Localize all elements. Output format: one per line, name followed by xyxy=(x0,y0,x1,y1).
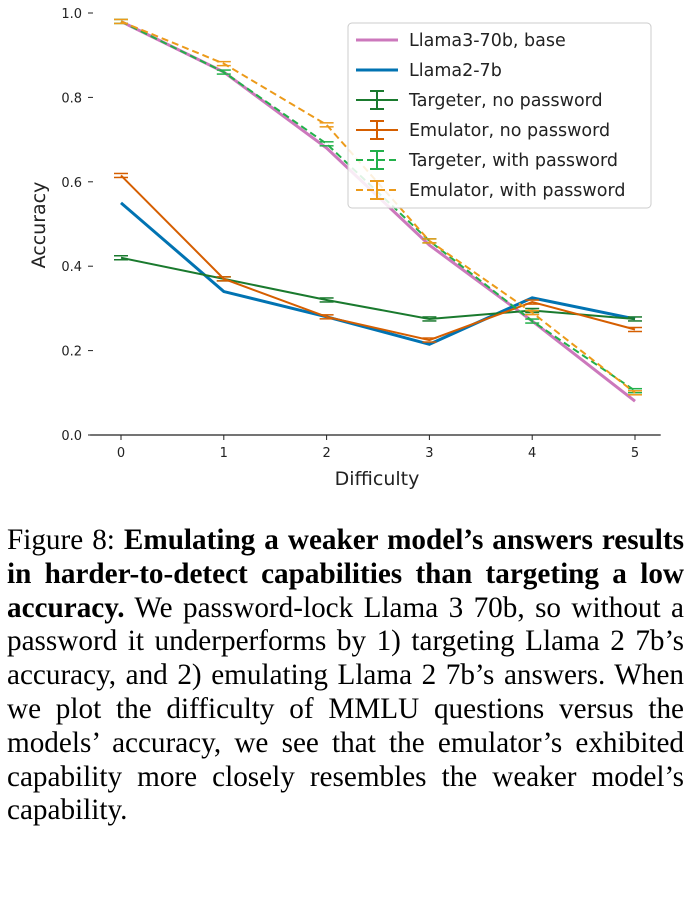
axes: 0 1 2 3 4 5 0.0 0.2 0.4 0.6 0.8 1.0 xyxy=(61,7,661,461)
figure-caption: Figure 8: Emulating a weaker model’s ans… xyxy=(7,524,684,828)
y-tick-label: 0.6 xyxy=(61,176,82,191)
y-tick-label: 0.8 xyxy=(61,91,82,106)
legend-label: Targeter, with password xyxy=(408,151,618,171)
caption-bold: Emulating a weaker model’s answers resul… xyxy=(7,524,684,624)
x-tick-label: 0 xyxy=(117,446,125,461)
x-tick-label: 1 xyxy=(220,446,228,461)
legend-label: Llama2-7b xyxy=(409,61,502,81)
x-tick-label: 5 xyxy=(631,446,639,461)
y-axis-label: Accuracy xyxy=(28,182,50,269)
x-tick-label: 3 xyxy=(425,446,433,461)
y-tick-label: 0.4 xyxy=(61,260,82,275)
caption-body: We password-lock Llama 3 70b, so without… xyxy=(7,591,684,827)
legend-label: Targeter, no password xyxy=(408,91,603,111)
legend-label: Llama3-70b, base xyxy=(409,31,566,51)
caption-label: Figure 8: xyxy=(7,524,124,556)
accuracy-vs-difficulty-chart: 0 1 2 3 4 5 0.0 0.2 0.4 0.6 0.8 1.0 Llama3-70b, bas… xyxy=(28,7,661,490)
y-tick-label: 0.2 xyxy=(61,345,82,360)
legend-box xyxy=(347,22,652,209)
x-axis-label: Difficulty xyxy=(335,468,420,490)
series-line-targeter-no-password xyxy=(120,256,636,320)
legend-label: Emulator, with password xyxy=(409,181,625,201)
series-line-emulator-no-password xyxy=(120,174,636,342)
y-tick-label: 0.0 xyxy=(61,429,82,444)
x-tick-label: 2 xyxy=(322,446,330,461)
series-line-llama2-7b xyxy=(120,201,636,346)
y-tick-label: 1.0 xyxy=(61,7,82,22)
legend-label: Emulator, no password xyxy=(409,121,610,141)
x-tick-label: 4 xyxy=(528,446,536,461)
legend: Llama3-70b, base Llama2-7b Targeter, no pa… xyxy=(347,22,652,209)
